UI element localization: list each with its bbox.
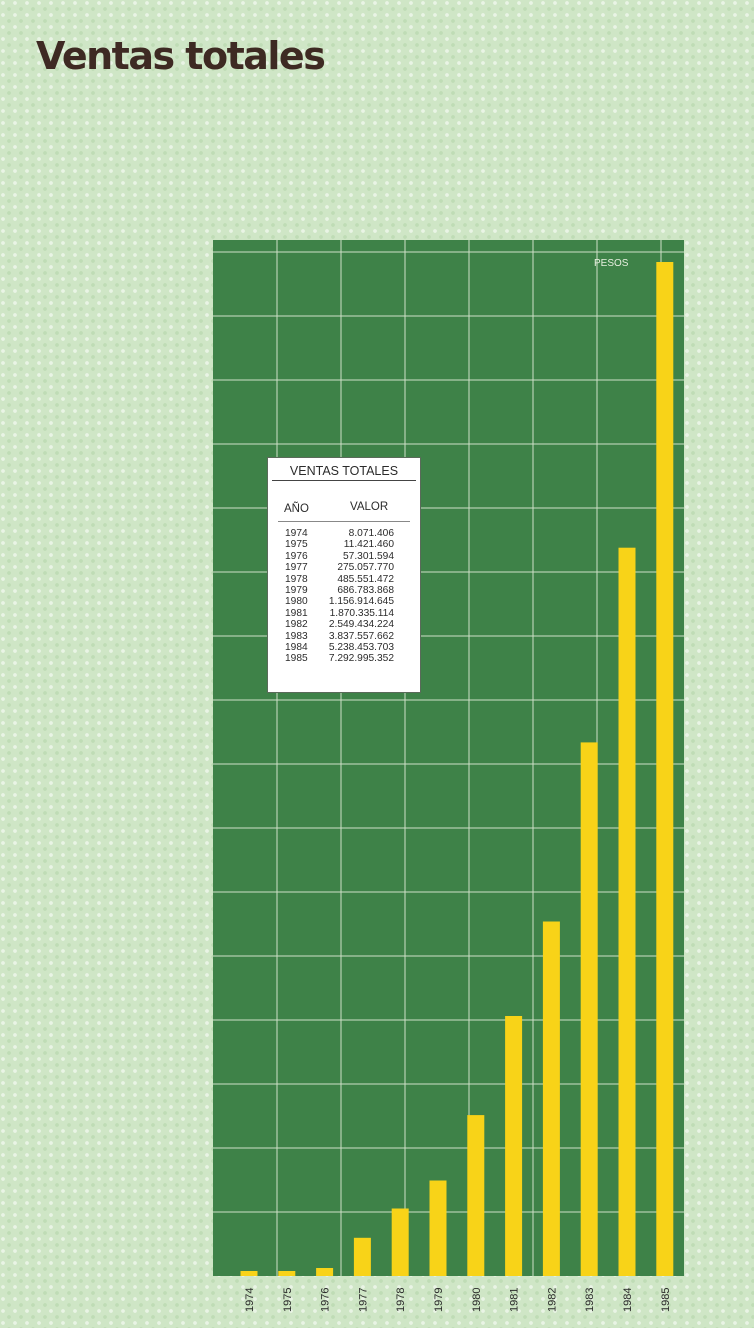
bar xyxy=(353,1237,371,1276)
table-row: 1980 1.156.914.645 xyxy=(268,596,420,607)
x-tick-label: 1977 xyxy=(357,1288,369,1312)
bar xyxy=(505,1016,523,1276)
table-cell-year: 1981 xyxy=(285,607,308,619)
bar xyxy=(618,547,636,1276)
table-cell-year: 1982 xyxy=(285,619,308,631)
table-row: 1982 2.549.434.224 xyxy=(268,619,420,630)
table-cell-value: 2.549.434.224 xyxy=(328,619,394,631)
table-cell-value: 485.551.472 xyxy=(337,573,394,585)
table-header: AÑO VALOR xyxy=(278,499,410,522)
table-row: 1985 7.292.995.352 xyxy=(268,653,420,664)
x-tick-label: 1981 xyxy=(509,1288,521,1312)
table-row: 1983 3.837.557.662 xyxy=(268,631,420,642)
table-row: 1977 275.057.770 xyxy=(268,562,420,573)
table-cell-year: 1976 xyxy=(285,550,308,562)
table-cell-value: 275.057.770 xyxy=(337,562,394,574)
table-row: 1978 485.551.472 xyxy=(268,574,420,585)
table-row: 1981 1.870.335.114 xyxy=(268,608,420,619)
x-tick-label: 1984 xyxy=(622,1288,634,1312)
table-cell-value: 5.238.453.703 xyxy=(328,641,394,653)
bar xyxy=(391,1208,409,1276)
table-row: 1984 5.238.453.703 xyxy=(268,642,420,653)
bar xyxy=(542,921,560,1276)
page-title: Ventas totales xyxy=(36,34,326,78)
table-cell-year: 1985 xyxy=(285,653,308,665)
table-cell-value: 686.783.868 xyxy=(337,584,394,596)
table-cell-value: 8.071.406 xyxy=(348,528,394,539)
table-row: 1974 8.071.406 xyxy=(268,528,420,539)
column-header-value: VALOR xyxy=(350,501,389,513)
table-cell-value: 7.292.995.352 xyxy=(328,653,394,665)
bar xyxy=(580,742,598,1276)
table-cell-year: 1980 xyxy=(285,596,308,608)
bar xyxy=(278,1271,296,1276)
table-cell-year: 1974 xyxy=(285,528,308,539)
x-tick-label: 1982 xyxy=(546,1288,558,1312)
table-cell-year: 1975 xyxy=(285,539,308,551)
chart-background xyxy=(213,240,684,1276)
bar xyxy=(467,1115,485,1276)
table-cell-year: 1977 xyxy=(285,562,308,574)
table-title: VENTAS TOTALES xyxy=(272,458,416,481)
bar xyxy=(656,262,674,1276)
table-cell-year: 1984 xyxy=(285,641,308,653)
table-rows: 1974 8.071.406 1975 11.421.460 1976 57.301.59… xyxy=(268,528,420,665)
table-cell-value: 1.870.335.114 xyxy=(329,607,394,619)
table-row: 1979 686.783.868 xyxy=(268,585,420,596)
x-tick-label: 1985 xyxy=(660,1288,672,1312)
column-header-year: AÑO xyxy=(284,503,309,515)
table-row: 1976 57.301.594 xyxy=(268,551,420,562)
x-tick-label: 1980 xyxy=(471,1288,483,1312)
x-tick-label: 1978 xyxy=(395,1288,407,1312)
x-tick-label: 1976 xyxy=(320,1288,332,1312)
x-tick-label: 1983 xyxy=(584,1288,596,1312)
x-tick-label: 1974 xyxy=(244,1288,256,1312)
table-row: 1975 11.421.460 xyxy=(268,539,420,550)
bar xyxy=(240,1271,258,1276)
table-cell-value: 1.156.914.645 xyxy=(328,596,394,608)
table-cell-value: 3.837.557.662 xyxy=(328,630,394,642)
unit-label: PESOS xyxy=(594,258,629,269)
x-tick-label: 1979 xyxy=(433,1288,445,1312)
data-table: VENTAS TOTALES AÑO VALOR 1974 8.071.406 19… xyxy=(267,457,421,693)
table-cell-year: 1983 xyxy=(285,630,308,642)
x-tick-label: 1975 xyxy=(282,1288,294,1312)
bars xyxy=(240,262,674,1276)
bar xyxy=(316,1268,334,1276)
table-cell-value: 57.301.594 xyxy=(343,550,394,562)
table-cell-year: 1979 xyxy=(285,584,308,596)
x-axis-labels: 1974 1975 1976 1977 1978 1979 1980 1981 1982 1983… xyxy=(244,1288,672,1312)
table-cell-value: 11.421.460 xyxy=(343,539,394,551)
table-cell-year: 1978 xyxy=(285,573,308,585)
bar xyxy=(429,1180,447,1276)
